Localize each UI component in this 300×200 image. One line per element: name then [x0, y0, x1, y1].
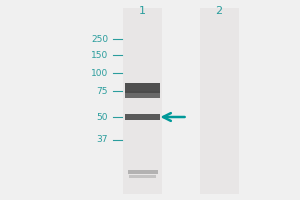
Text: 75: 75: [97, 87, 108, 96]
Bar: [128, 170, 158, 174]
Text: 150: 150: [91, 50, 108, 60]
Bar: [200, 8, 238, 194]
Bar: [124, 83, 160, 93]
Bar: [129, 174, 156, 178]
Bar: [124, 114, 160, 120]
Text: 1: 1: [139, 6, 146, 16]
Text: 2: 2: [215, 6, 223, 16]
Bar: [123, 8, 162, 194]
Text: 100: 100: [91, 68, 108, 77]
Text: 250: 250: [91, 34, 108, 44]
Bar: [124, 91, 160, 98]
Text: 50: 50: [97, 112, 108, 121]
Text: 37: 37: [97, 136, 108, 144]
